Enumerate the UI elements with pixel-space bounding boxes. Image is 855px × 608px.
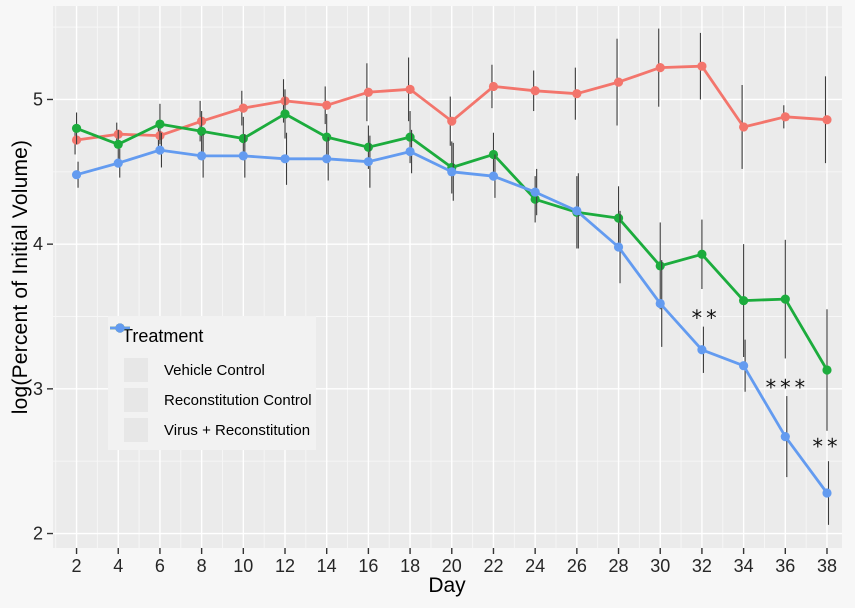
data-point-virus-reconstitution-day-38 [822,488,832,498]
data-point-vehicle-control-day-34 [739,122,749,132]
data-point-reconstitution-control-day-10 [238,133,248,144]
x-tick-label: 36 [775,556,795,576]
data-point-reconstitution-control-day-12 [280,109,290,119]
data-point-virus-reconstitution-day-32 [697,345,707,355]
data-point-virus-reconstitution-day-10 [238,151,248,161]
data-point-reconstitution-control-day-8 [197,126,207,136]
data-point-virus-reconstitution-day-16 [363,157,373,167]
vehicle-control-key-icon [110,323,148,382]
data-point-virus-reconstitution-day-22 [488,171,499,181]
x-tick-label: 12 [275,556,295,576]
data-point-virus-reconstitution-day-2 [71,170,82,180]
data-point-reconstitution-control-day-22 [488,149,499,160]
data-point-virus-reconstitution-day-30 [655,298,665,309]
x-tick-label: 38 [817,556,837,576]
data-point-vehicle-control-day-20 [447,116,457,126]
data-point-virus-reconstitution-day-4 [113,158,123,168]
x-tick-label: 16 [358,556,378,576]
x-axis-title: Day [428,574,466,597]
x-tick-label: 22 [483,556,503,576]
data-point-vehicle-control-day-22 [488,81,499,92]
data-point-virus-reconstitution-day-36 [780,431,790,442]
data-point-reconstitution-control-day-2 [71,123,82,134]
x-tick-label: 6 [155,556,165,576]
data-point-vehicle-control-day-28 [613,77,624,87]
virus-reconstitution-key-icon [110,323,148,442]
data-point-vehicle-control-day-24 [530,86,540,96]
data-point-reconstitution-control-day-38 [822,365,832,375]
data-point-reconstitution-control-day-4 [113,139,123,149]
legend-entry-vehicle-control: Vehicle Control [110,323,316,385]
data-point-reconstitution-control-day-32 [697,249,707,259]
data-point-reconstitution-control-day-24 [530,194,540,204]
significance-marker: ** [692,306,721,330]
data-point-virus-reconstitution-day-28 [613,242,624,252]
legend-entry-virus-reconstitution: Virus + Reconstitution [110,323,316,445]
data-point-vehicle-control-day-30 [655,63,665,73]
x-tick-label: 2 [72,556,82,576]
plot-panel [53,6,842,548]
x-tick-label: 18 [400,556,420,576]
data-point-reconstitution-control-day-14 [322,132,332,142]
data-point-reconstitution-control-day-18 [405,132,415,142]
data-point-vehicle-control-day-38 [822,115,832,125]
data-point-virus-reconstitution-day-26 [572,206,582,216]
legend-entry-reconstitution-control: Reconstitution Control [110,323,316,415]
x-tick-label: 20 [442,556,462,576]
data-point-virus-reconstitution-day-6 [155,145,165,155]
legend-entry-label: Vehicle Control [164,361,265,379]
data-point-vehicle-control-day-32 [697,61,707,71]
x-tick-label: 30 [650,556,670,576]
data-point-vehicle-control-day-16 [363,87,373,97]
x-tick-label: 14 [317,556,337,576]
data-point-virus-reconstitution-day-14 [322,154,332,164]
y-tick-label: 5 [33,89,43,109]
y-tick-label: 3 [33,379,43,399]
data-point-vehicle-control-day-18 [405,84,415,94]
x-tick-label: 26 [567,556,587,576]
significance-marker: *** [766,375,810,399]
data-point-reconstitution-control-day-30 [655,261,665,271]
reconstitution-control-key-icon [110,323,148,412]
x-tick-label: 28 [609,556,629,576]
x-tick-label: 34 [734,556,754,576]
data-point-reconstitution-control-day-34 [739,295,749,306]
data-point-vehicle-control-day-10 [238,103,248,113]
data-point-vehicle-control-day-36 [780,112,790,122]
data-point-virus-reconstitution-day-12 [280,154,290,164]
data-point-vehicle-control-day-26 [572,89,582,99]
legend-title: Treatment [122,326,204,346]
data-point-vehicle-control-day-14 [322,100,332,110]
x-tick-label: 24 [525,556,545,576]
data-point-virus-reconstitution-day-24 [530,187,540,197]
data-point-virus-reconstitution-day-8 [197,151,207,161]
x-tick-label: 4 [113,556,123,576]
data-point-reconstitution-control-day-6 [155,119,165,129]
data-point-reconstitution-control-day-36 [780,294,790,304]
y-tick-label: 4 [33,234,43,254]
data-point-virus-reconstitution-day-34 [739,361,749,371]
data-point-reconstitution-control-day-16 [363,142,373,152]
x-tick-label: 10 [233,556,253,576]
y-tick-label: 2 [33,524,43,544]
legend-entry-label: Reconstitution Control [164,391,312,409]
data-point-virus-reconstitution-day-18 [405,146,415,157]
significance-marker: ** [812,435,841,459]
legend: Treatment Vehicle Control Reconstitution… [108,316,316,450]
y-axis-title: log(Percent of Initial Volume) [9,139,32,415]
data-point-virus-reconstitution-day-20 [447,167,457,177]
data-point-reconstitution-control-day-28 [613,213,624,223]
x-tick-label: 32 [692,556,712,576]
x-tick-label: 8 [197,556,207,576]
legend-entry-label: Virus + Reconstitution [164,421,311,439]
